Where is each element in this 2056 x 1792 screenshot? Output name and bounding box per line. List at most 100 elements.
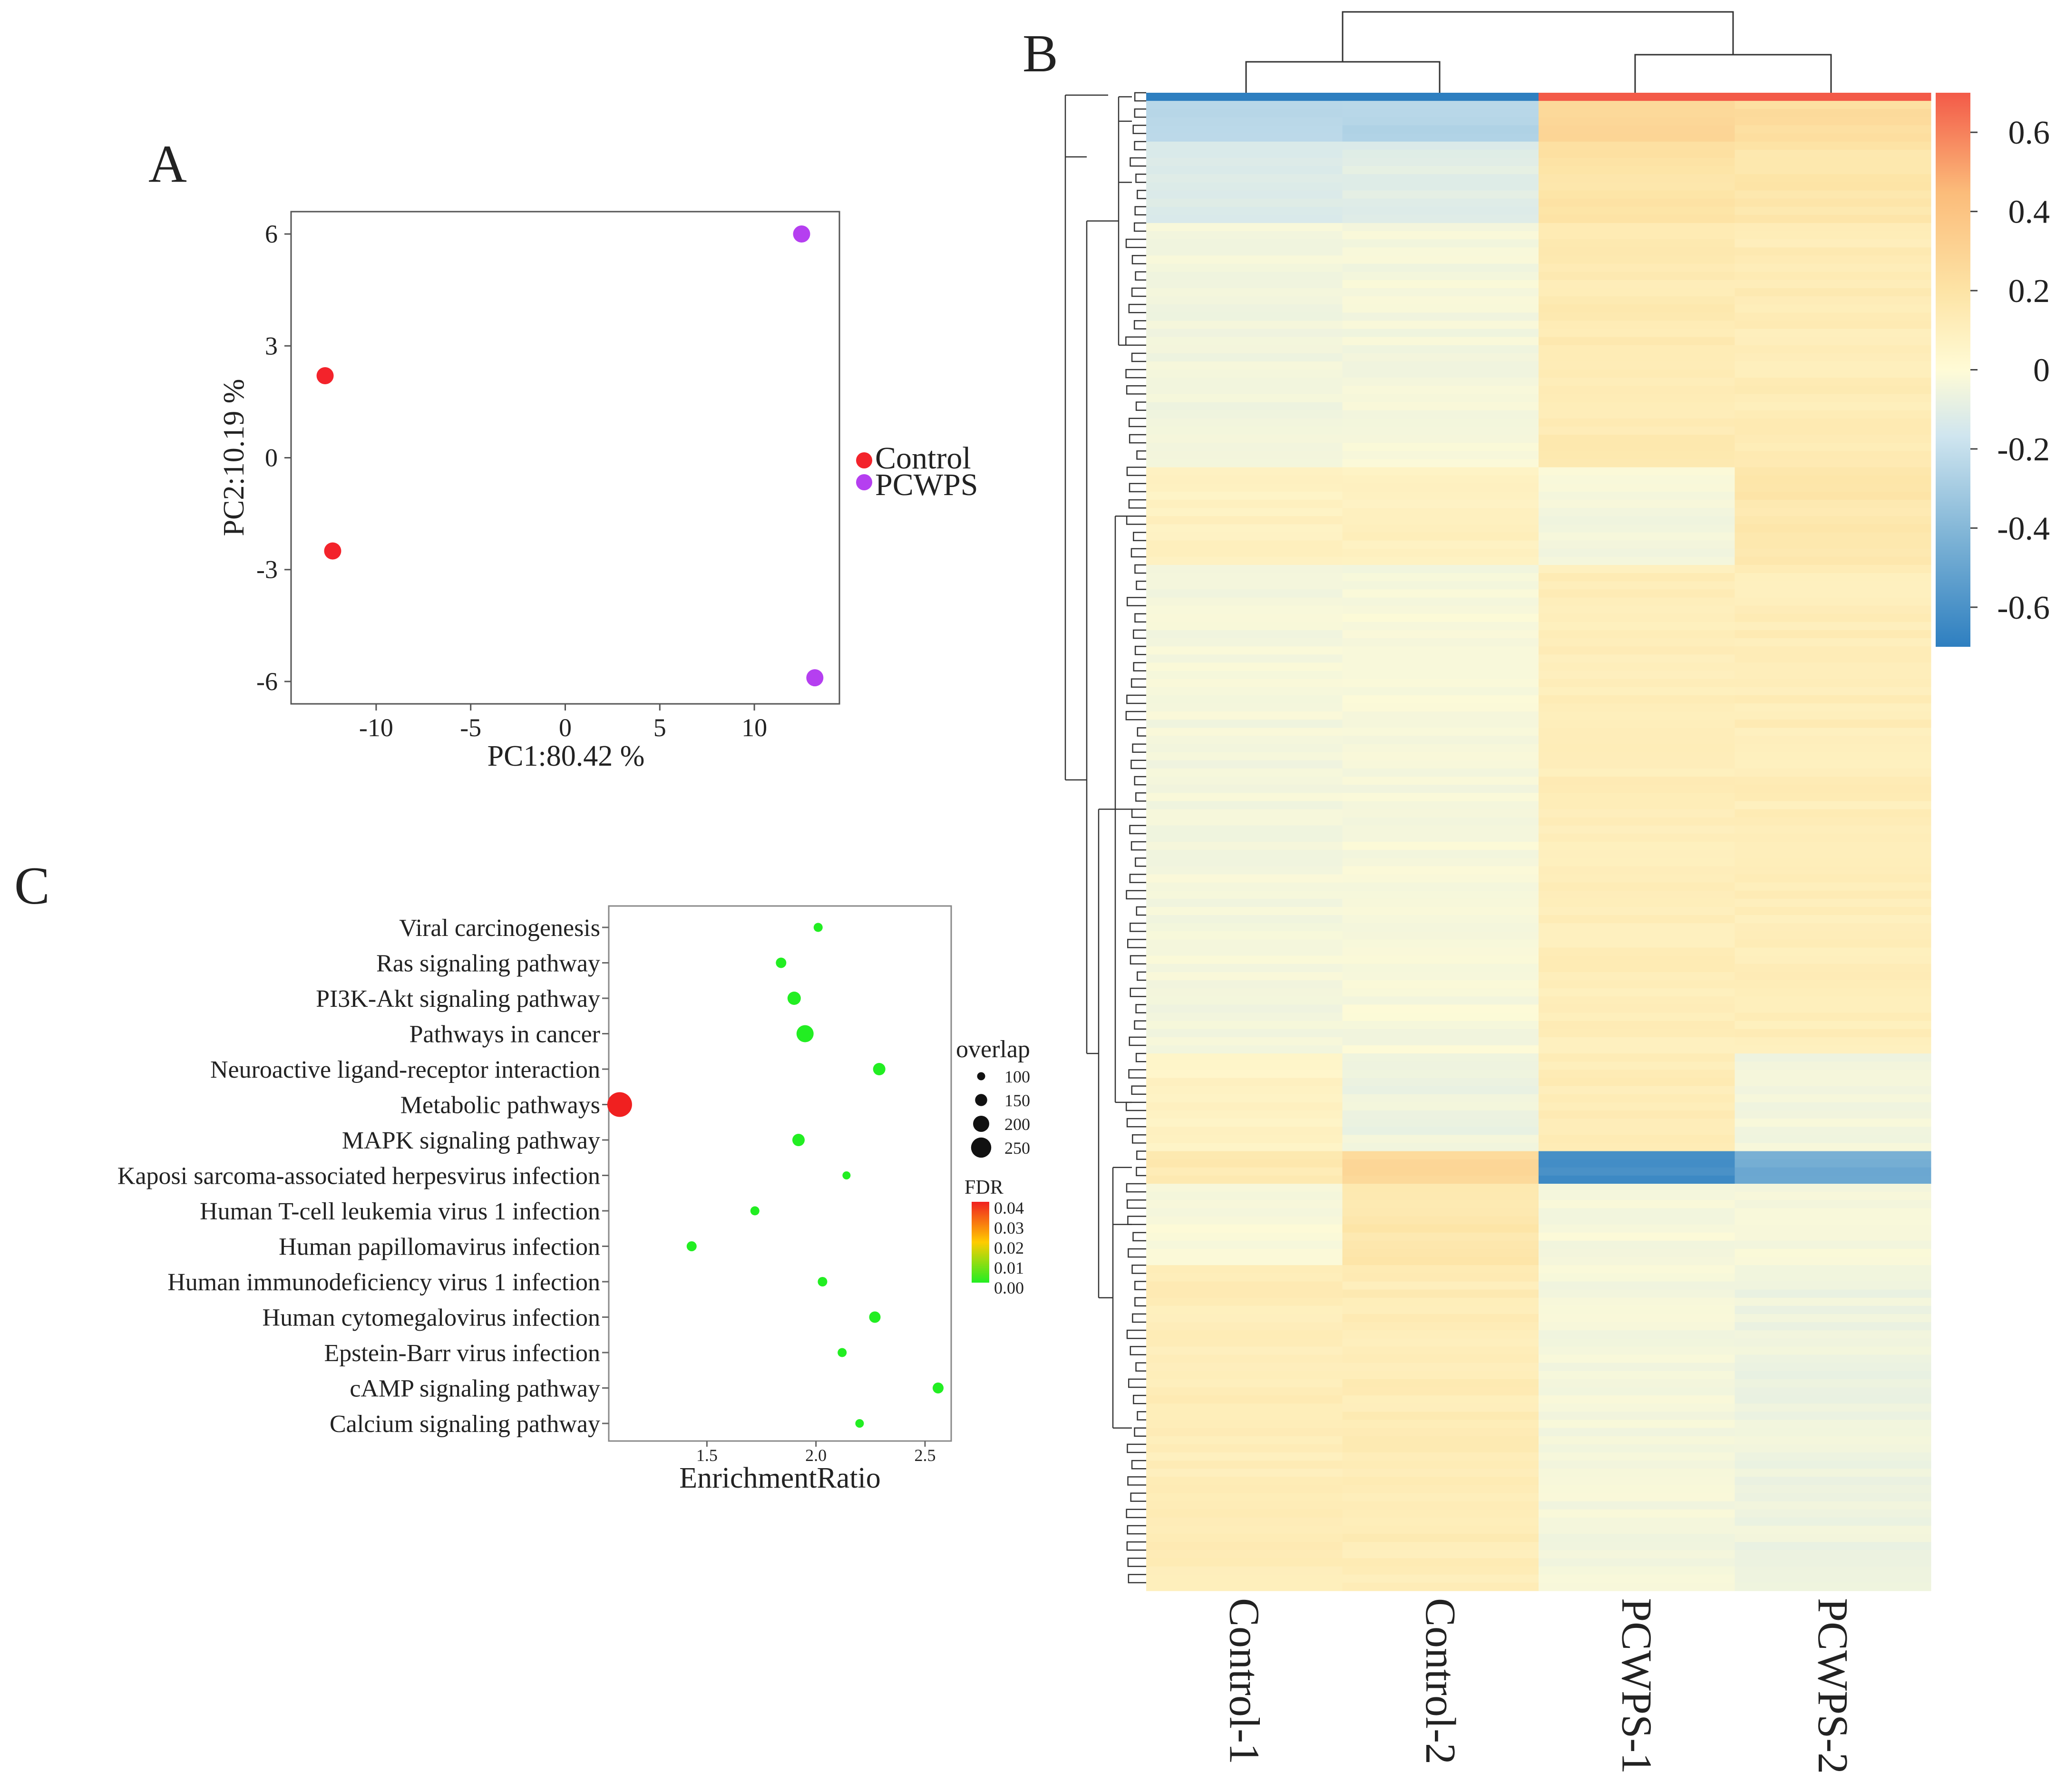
heatmap-cell — [1734, 793, 1931, 801]
column-dendrogram-branch — [1245, 61, 1441, 93]
heatmap-cell — [1342, 1403, 1539, 1412]
heatmap-cell — [1146, 630, 1343, 639]
heatmap-cell — [1342, 622, 1539, 631]
heatmap-cell — [1539, 1574, 1735, 1583]
heatmap-cell — [1539, 662, 1735, 671]
pca-legend: Control PCWPS — [856, 441, 978, 502]
heatmap-cell — [1146, 1021, 1343, 1030]
heatmap-cell — [1539, 842, 1735, 850]
pathway-label: Human papillomavirus infection — [279, 1234, 600, 1261]
heatmap-cell — [1539, 1265, 1735, 1274]
heatmap-cell — [1734, 1420, 1931, 1429]
heatmap-cell — [1342, 605, 1539, 614]
heatmap-cell — [1734, 182, 1931, 191]
heatmap-cell — [1342, 964, 1539, 973]
heatmap-cell — [1342, 955, 1539, 964]
heatmap-cell — [1539, 190, 1735, 199]
heatmap-cell — [1734, 1167, 1931, 1176]
heatmap-cell — [1342, 101, 1539, 109]
heatmap-cell — [1734, 386, 1931, 394]
heatmap-cell — [1539, 361, 1735, 370]
heatmap-cell — [1734, 850, 1931, 858]
heatmap-cell — [1342, 1330, 1539, 1339]
heatmap-cell — [1539, 1461, 1735, 1469]
heatmap-cell — [1342, 190, 1539, 199]
heatmap-cell — [1146, 703, 1343, 712]
heatmap-cell — [1734, 556, 1931, 565]
row-dendrogram-leaf — [1128, 303, 1146, 313]
heatmap-cell — [1734, 1444, 1931, 1453]
pathway-label: cAMP signaling pathway — [350, 1375, 600, 1402]
heatmap-cell — [1539, 972, 1735, 981]
heatmap-cell — [1539, 1346, 1735, 1355]
heatmap-cell — [1539, 508, 1735, 516]
heatmap-cell — [1539, 1289, 1735, 1298]
pathway-label: Calcium signaling pathway — [330, 1411, 600, 1438]
heatmap-cell — [1146, 149, 1343, 158]
heatmap-cell — [1342, 890, 1539, 899]
heatmap-cell — [1342, 1045, 1539, 1054]
heatmap-cell — [1539, 1485, 1735, 1494]
heatmap-cell — [1342, 614, 1539, 623]
row-dendrogram-leaf — [1131, 1264, 1146, 1274]
heatmap-cell — [1146, 125, 1343, 134]
heatmap-cell — [1342, 1574, 1539, 1583]
y-tick-label: -6 — [256, 667, 278, 696]
heatmap-cell — [1539, 247, 1735, 256]
heatmap-cell — [1146, 1184, 1343, 1192]
heatmap-cell — [1342, 1143, 1539, 1152]
heatmap-cell — [1342, 223, 1539, 232]
heatmap-cell — [1539, 141, 1735, 150]
row-dendrogram-leaf — [1132, 1134, 1146, 1144]
heatmap-cell — [1734, 1281, 1931, 1290]
heatmap-cell — [1342, 109, 1539, 117]
heatmap-cell — [1539, 516, 1735, 525]
heatmap-cell — [1342, 1094, 1539, 1103]
heatmap-cell — [1539, 1013, 1735, 1022]
row-dendrogram-leaf — [1137, 1411, 1146, 1421]
heatmap-cell — [1539, 630, 1735, 639]
x-tick-label: 1.5 — [696, 1446, 718, 1465]
heatmap-cell — [1342, 1452, 1539, 1461]
heatmap-cell — [1342, 524, 1539, 533]
heatmap-cell — [1342, 1232, 1539, 1241]
heatmap-cell — [1734, 524, 1931, 533]
row-dendrogram-leaf — [1126, 1541, 1146, 1551]
pathway-dots — [607, 923, 944, 1428]
heatmap-cell — [1146, 1412, 1343, 1420]
heatmap-cell — [1539, 1322, 1735, 1331]
heatmap-cell — [1146, 882, 1343, 891]
heatmap-cell — [1342, 817, 1539, 826]
row-dendrogram-leaf — [1127, 1476, 1146, 1486]
heatmap-cell — [1734, 263, 1931, 273]
heatmap-cell — [1734, 157, 1931, 166]
heatmap-cell — [1539, 736, 1735, 745]
heatmap-cell — [1539, 695, 1735, 704]
heatmap-cell — [1734, 662, 1931, 671]
heatmap-cell — [1342, 1305, 1539, 1315]
heatmap-cell — [1539, 703, 1735, 712]
heatmap-cell — [1734, 695, 1931, 704]
pca-y-ticks: -6 -3 0 3 6 — [256, 220, 291, 696]
heatmap-cell — [1342, 1582, 1539, 1591]
heatmap-cell — [1734, 475, 1931, 484]
heatmap-cell — [1342, 1273, 1539, 1282]
heatmap-cell — [1342, 475, 1539, 484]
row-dendrogram-leaf — [1132, 125, 1146, 134]
heatmap-cell — [1734, 1273, 1931, 1282]
heatmap-cell — [1146, 614, 1343, 623]
heatmap-cell — [1539, 467, 1735, 476]
heatmap-cell — [1539, 1330, 1735, 1339]
legend-control-marker — [856, 452, 872, 468]
heatmap-cell — [1342, 1558, 1539, 1567]
heatmap-cell — [1146, 1444, 1343, 1453]
heatmap-cell — [1342, 1354, 1539, 1363]
heatmap-cell — [1342, 744, 1539, 753]
heatmap-cell — [1342, 1240, 1539, 1249]
heatmap-cell — [1342, 410, 1539, 419]
heatmap: Control-1 Control-2 PCWPS-1 PCWPS-2 0.60.40… — [1064, 11, 2050, 1774]
heatmap-cell — [1539, 117, 1735, 126]
heatmap-cell — [1734, 1232, 1931, 1241]
heatmap-cell — [1342, 1086, 1539, 1095]
heatmap-cell — [1539, 581, 1735, 590]
